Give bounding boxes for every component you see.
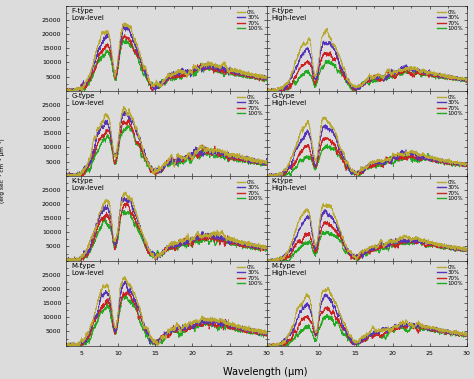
Legend: 0%, 30%, 70%, 100%: 0%, 30%, 70%, 100% bbox=[236, 8, 264, 32]
Text: M-type
High-level: M-type High-level bbox=[272, 263, 307, 276]
Legend: 0%, 30%, 70%, 100%: 0%, 30%, 70%, 100% bbox=[236, 94, 264, 117]
Legend: 0%, 30%, 70%, 100%: 0%, 30%, 70%, 100% bbox=[236, 263, 264, 287]
Text: Wavelength (μm): Wavelength (μm) bbox=[223, 367, 308, 377]
Text: (erg sec⁻¹ cm⁻² μm⁻¹): (erg sec⁻¹ cm⁻² μm⁻¹) bbox=[0, 138, 5, 203]
Text: G-type
Low-level: G-type Low-level bbox=[72, 93, 104, 106]
Legend: 0%, 30%, 70%, 100%: 0%, 30%, 70%, 100% bbox=[436, 94, 464, 117]
Legend: 0%, 30%, 70%, 100%: 0%, 30%, 70%, 100% bbox=[436, 179, 464, 202]
Text: M-type
Low-level: M-type Low-level bbox=[72, 263, 104, 276]
Text: G-type
High-level: G-type High-level bbox=[272, 93, 307, 106]
Legend: 0%, 30%, 70%, 100%: 0%, 30%, 70%, 100% bbox=[436, 263, 464, 287]
Legend: 0%, 30%, 70%, 100%: 0%, 30%, 70%, 100% bbox=[236, 179, 264, 202]
Text: F-type
High-level: F-type High-level bbox=[272, 8, 307, 21]
Text: K-type
Low-level: K-type Low-level bbox=[72, 178, 104, 191]
Text: K-type
High-level: K-type High-level bbox=[272, 178, 307, 191]
Legend: 0%, 30%, 70%, 100%: 0%, 30%, 70%, 100% bbox=[436, 8, 464, 32]
Text: F-type
Low-level: F-type Low-level bbox=[72, 8, 104, 21]
